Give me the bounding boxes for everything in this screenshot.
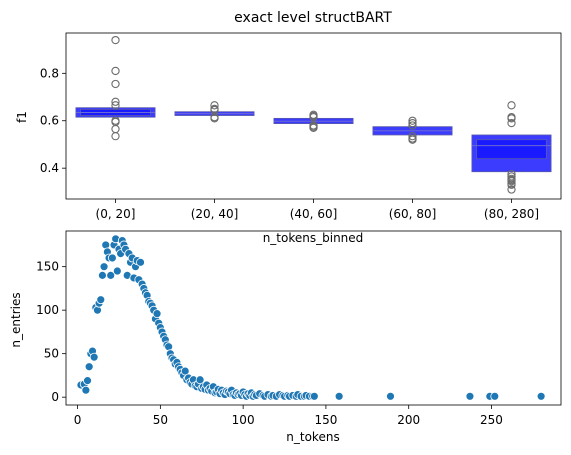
outlier-point: [408, 116, 417, 125]
box-4: [372, 116, 453, 144]
scatter-point: [152, 309, 162, 319]
outlier-point: [507, 118, 516, 128]
outlier-point: [111, 79, 120, 89]
outlier-point: [309, 113, 318, 122]
outlier-point: [507, 114, 516, 123]
scatter-chart: 0 50 100 150 0 50 100 150 200 250 n_tokens n_entr…: [9, 230, 562, 444]
plot-frame: [65, 230, 562, 406]
y-tick-label: 0.6: [40, 114, 59, 128]
outlier-point: [507, 180, 516, 189]
outlier-point: [111, 97, 120, 106]
scatter-point: [106, 270, 116, 280]
outlier-point: [408, 121, 417, 130]
scatter-point: [89, 352, 99, 362]
x-tick-label: (20, 40]: [191, 207, 239, 221]
y-tick-label: 50: [44, 347, 59, 361]
x-axis-label: n_tokens: [286, 430, 339, 444]
outlier-point: [408, 132, 417, 141]
y-tick-label: 0.4: [40, 161, 59, 175]
y-tick-label: 100: [36, 303, 59, 317]
scatter-point: [386, 391, 395, 401]
box-2: [174, 101, 255, 123]
x-tick-label: 0: [74, 413, 82, 427]
scatter-axes: 0 50 100 150 0 50 100 150 200 250: [36, 230, 562, 427]
scatter-point: [98, 270, 107, 280]
scatter-point: [309, 391, 319, 401]
x-tick-label: 150: [314, 413, 337, 427]
y-axis-label: f1: [15, 111, 29, 123]
outlier-point: [111, 132, 120, 141]
scatter-point: [112, 266, 122, 276]
boxen-chart: exact level structBART 0.4 0.6 0.8 (0, 20] (…: [15, 10, 562, 245]
scatter-point: [83, 376, 92, 386]
outlier-point: [309, 123, 318, 133]
scatter-marks: [76, 234, 546, 401]
y-axis-label: n_entries: [9, 292, 23, 347]
y-tick-label: 0.8: [40, 66, 59, 80]
scatter-point: [96, 295, 106, 305]
outlier-point: [507, 185, 516, 194]
box-1: [75, 35, 156, 141]
scatter-point: [465, 391, 475, 401]
scatter-point: [334, 391, 344, 401]
boxen-marks: [75, 35, 552, 194]
scatter-point: [136, 257, 145, 267]
scatter-point: [536, 391, 546, 401]
scatter-point: [180, 366, 190, 376]
outlier-point: [507, 101, 516, 110]
x-tick-label: (60, 80]: [389, 207, 437, 221]
scatter-point: [84, 362, 94, 372]
x-tick-label: (0, 20]: [96, 207, 136, 221]
box-5: [471, 101, 552, 194]
x-tick-label: 100: [232, 413, 255, 427]
scatter-point: [81, 385, 91, 395]
outlier-point: [210, 114, 219, 123]
boxen-axes: 0.4 0.6 0.8 (0, 20] (20, 40] (40, 60] (60, 80]…: [40, 32, 562, 221]
boxen-level: [476, 139, 547, 160]
x-tick-label: (40, 60]: [290, 207, 338, 221]
outlier-point: [111, 66, 120, 76]
outlier-point: [210, 101, 219, 110]
scatter-point: [195, 375, 205, 385]
outlier-point: [408, 118, 417, 128]
x-tick-label: 250: [480, 413, 503, 427]
outlier-point: [111, 101, 120, 110]
scatter-point: [107, 253, 117, 263]
chart-title: exact level structBART: [234, 10, 392, 26]
scatter-point: [99, 262, 109, 272]
outlier-point: [507, 177, 516, 186]
x-axis-label: n_tokens_binned: [263, 231, 364, 245]
y-tick-label: 150: [36, 260, 59, 274]
y-tick-label: 0: [51, 390, 59, 404]
x-tick-label: 50: [153, 413, 168, 427]
box-3: [273, 110, 354, 133]
outlier-point: [408, 135, 417, 144]
outlier-point: [111, 35, 120, 45]
scatter-point: [490, 391, 500, 401]
x-tick-label: (80, 280]: [484, 207, 539, 221]
x-tick-label: 200: [397, 413, 420, 427]
